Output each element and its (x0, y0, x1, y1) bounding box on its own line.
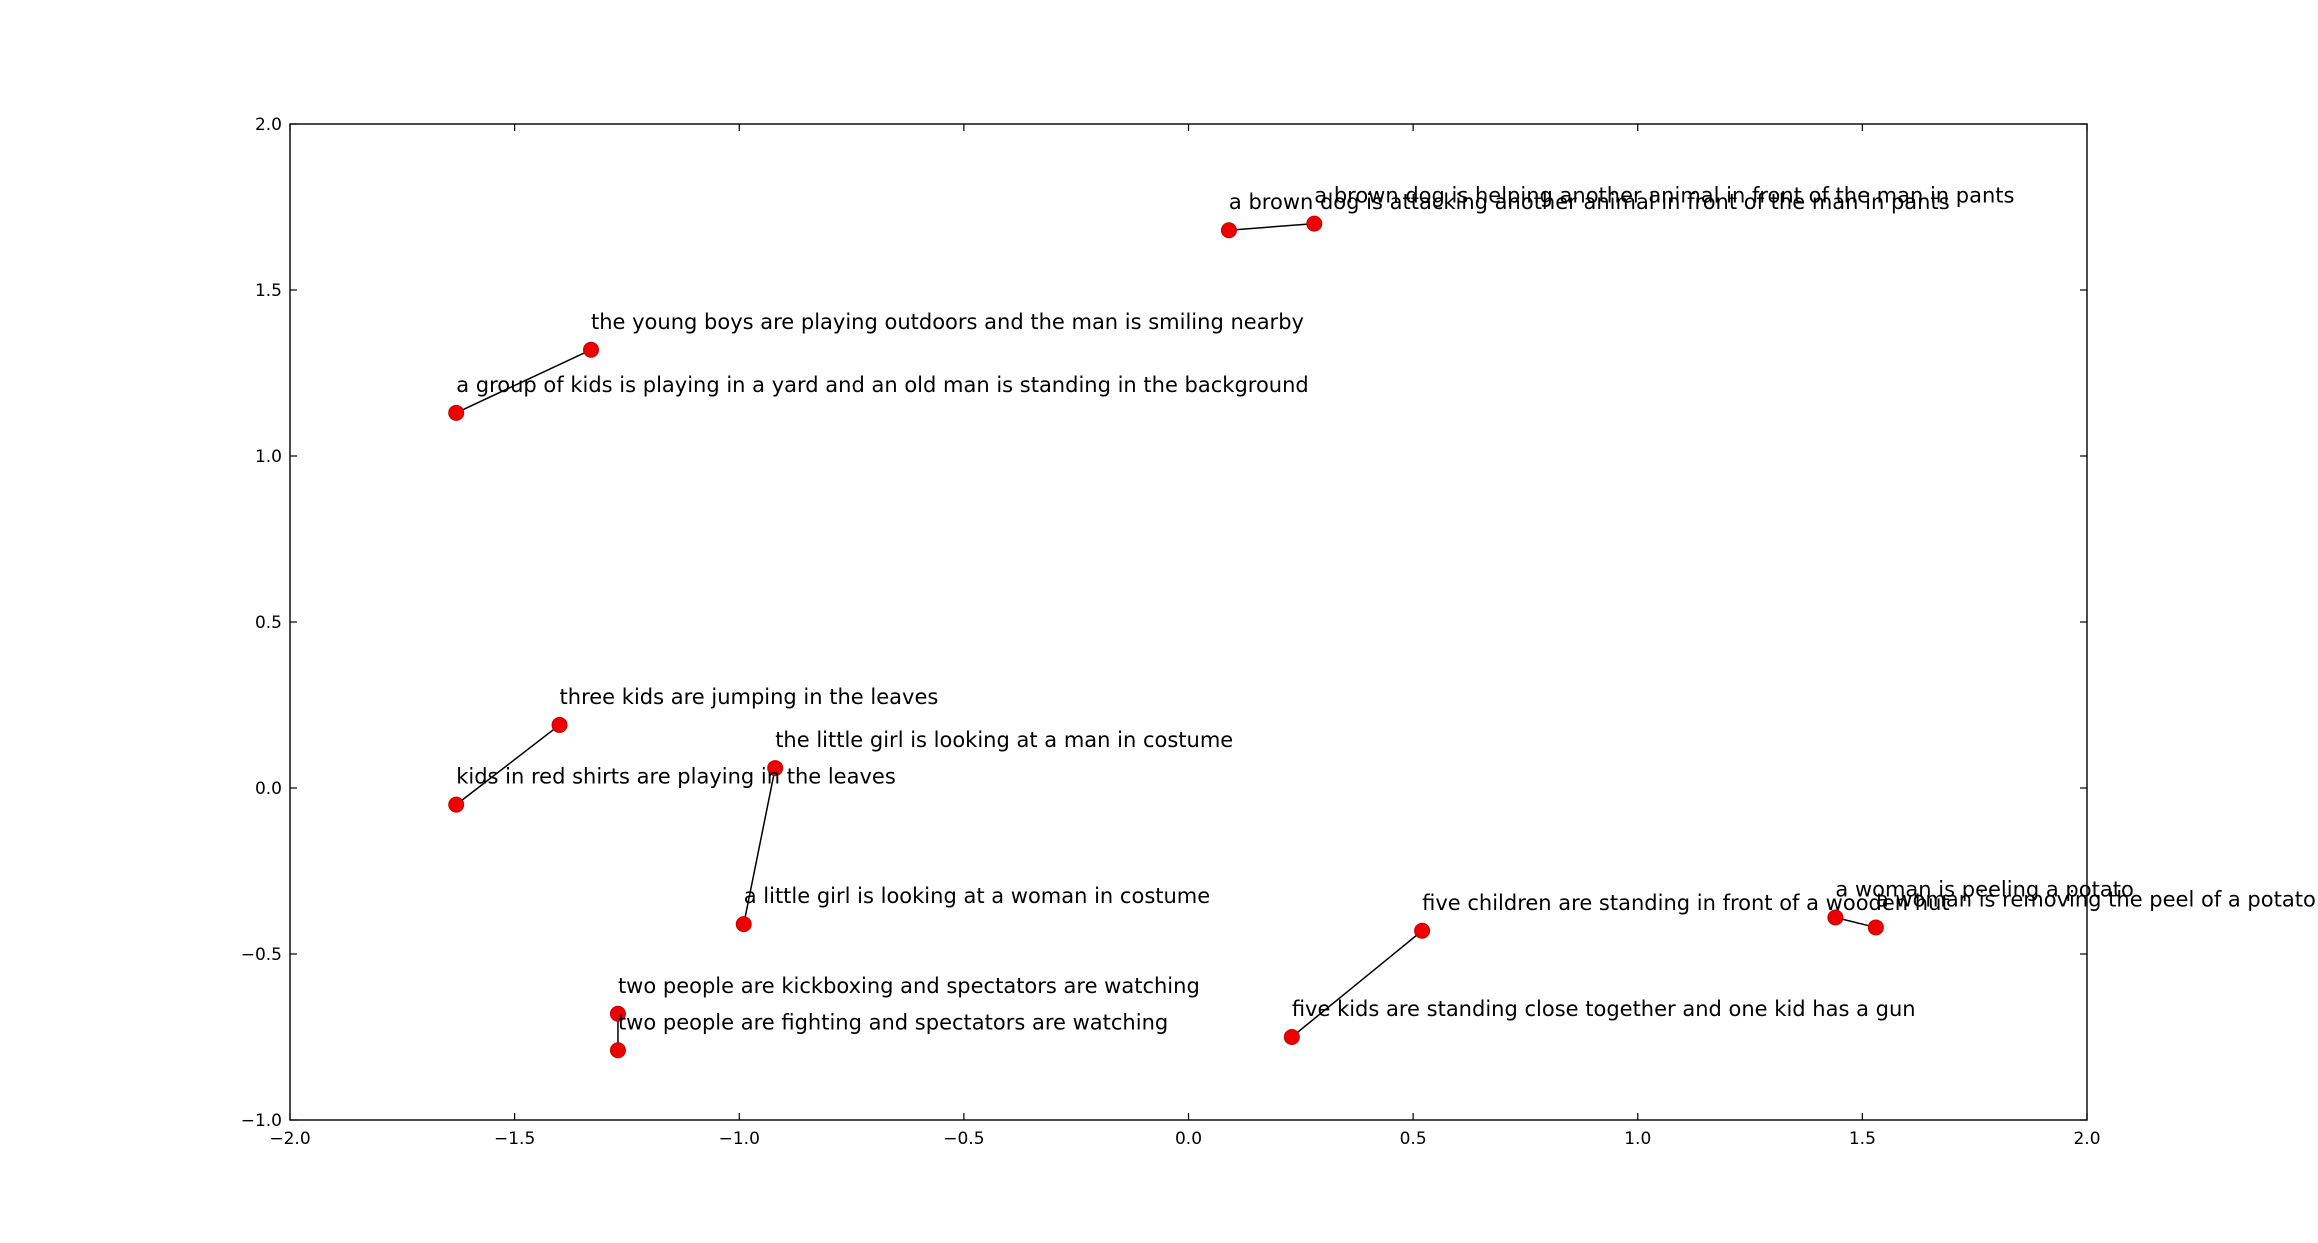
pair-connector-line (743, 767, 776, 925)
point-label-text: a group of kids is playing in a yard and… (456, 373, 1309, 397)
pair-connector-line (455, 349, 592, 414)
point-label-text: five kids are standing close together an… (1292, 997, 1916, 1021)
y-tick-label: 0.5 (255, 613, 282, 633)
data-points (448, 215, 1884, 1059)
point-label-text: a brown dog is attacking another animal … (1229, 190, 1950, 214)
data-point-marker (609, 1042, 626, 1059)
point-label-text: two people are kickboxing and spectators… (618, 974, 1200, 998)
x-tick-label: 0.5 (1400, 1129, 1427, 1149)
y-tick-label: 1.5 (255, 281, 282, 301)
x-tick-label: −0.5 (943, 1129, 984, 1149)
data-point-marker (448, 796, 465, 813)
point-label-text: a woman is peeling a potato (1835, 877, 2133, 901)
point-label-text: two people are fighting and spectators a… (618, 1010, 1168, 1034)
pair-connector-line (1291, 930, 1423, 1038)
point-label-text: a little girl is looking at a woman in c… (744, 884, 1210, 908)
y-tick-label: 1.0 (255, 447, 282, 467)
pair-connector-line (455, 724, 561, 806)
x-tick-label: −2.0 (269, 1129, 310, 1149)
point-labels: a brown dog is attacking another animal … (456, 184, 2316, 1035)
pair-connector-line (1228, 222, 1315, 231)
x-tick-label: 0.0 (1175, 1129, 1202, 1149)
data-point-marker (1414, 922, 1431, 939)
y-tick-label: −1.0 (241, 1111, 282, 1131)
point-label-text: a woman is removing the peel of a potato (1876, 887, 2316, 911)
point-label-text: a brown dog is helping another animal in… (1314, 184, 2014, 208)
data-point-marker (609, 1005, 626, 1022)
data-point-marker (551, 716, 568, 733)
point-label-text: three kids are jumping in the leaves (560, 685, 939, 709)
data-point-marker (582, 341, 599, 358)
data-point-marker (1827, 909, 1844, 926)
y-tick-label: 2.0 (255, 115, 282, 135)
point-label-text: kids in red shirts are playing in the le… (456, 765, 896, 789)
axis-ticks: −2.0 −1.5 −1.0 −0.5 0.0 0.5 1.0 1.5 2.0 −1.0 −0.5 0… (241, 115, 2101, 1149)
y-tick-label: −0.5 (241, 945, 282, 965)
data-point-marker (1283, 1029, 1300, 1045)
data-point-marker (1220, 222, 1237, 239)
data-point-marker (767, 760, 784, 777)
point-label-text: the little girl is looking at a man in c… (775, 728, 1233, 752)
data-point-marker (1867, 919, 1884, 936)
point-label-text: five children are standing in front of a… (1422, 891, 1950, 915)
x-tick-label: −1.5 (494, 1129, 535, 1149)
y-tick-label: 0.0 (255, 779, 282, 799)
x-tick-label: 1.0 (1624, 1129, 1651, 1149)
x-tick-label: 2.0 (2073, 1129, 2100, 1149)
x-tick-label: 1.5 (1849, 1129, 1876, 1149)
data-point-marker (448, 404, 465, 421)
data-point-marker (1306, 215, 1323, 232)
point-label-text: the young boys are playing outdoors and … (591, 310, 1304, 334)
pair-lines (455, 222, 1877, 1051)
data-point-marker (735, 916, 752, 933)
x-tick-label: −1.0 (719, 1129, 760, 1149)
